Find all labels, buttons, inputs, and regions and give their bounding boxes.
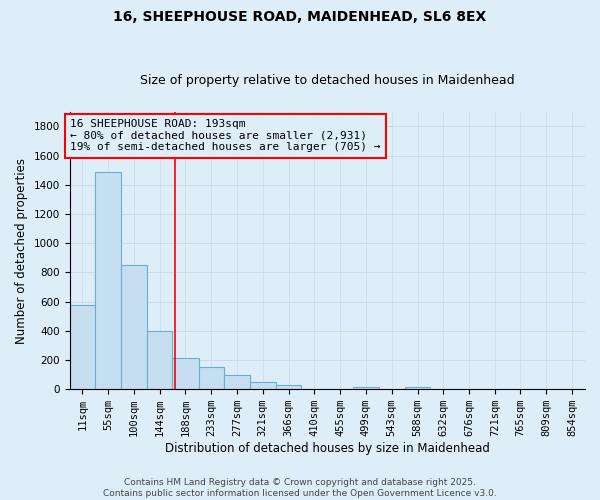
Title: Size of property relative to detached houses in Maidenhead: Size of property relative to detached ho… bbox=[140, 74, 515, 87]
Bar bbox=[250, 382, 276, 389]
Bar bbox=[147, 331, 172, 389]
Bar bbox=[121, 265, 147, 389]
Bar bbox=[95, 172, 121, 389]
Bar bbox=[405, 387, 430, 389]
Text: 16 SHEEPHOUSE ROAD: 193sqm
← 80% of detached houses are smaller (2,931)
19% of s: 16 SHEEPHOUSE ROAD: 193sqm ← 80% of deta… bbox=[70, 119, 380, 152]
Text: Contains HM Land Registry data © Crown copyright and database right 2025.
Contai: Contains HM Land Registry data © Crown c… bbox=[103, 478, 497, 498]
X-axis label: Distribution of detached houses by size in Maidenhead: Distribution of detached houses by size … bbox=[165, 442, 490, 455]
Bar bbox=[172, 358, 199, 389]
Bar bbox=[224, 374, 250, 389]
Bar bbox=[199, 368, 224, 389]
Bar bbox=[353, 387, 379, 389]
Y-axis label: Number of detached properties: Number of detached properties bbox=[15, 158, 28, 344]
Bar bbox=[276, 385, 301, 389]
Text: 16, SHEEPHOUSE ROAD, MAIDENHEAD, SL6 8EX: 16, SHEEPHOUSE ROAD, MAIDENHEAD, SL6 8EX bbox=[113, 10, 487, 24]
Bar bbox=[70, 304, 95, 389]
